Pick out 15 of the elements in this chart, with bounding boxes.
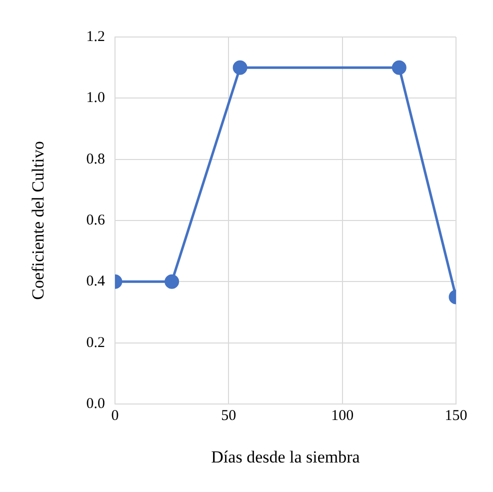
y-tick-label: 0.8 (86, 151, 105, 168)
y-tick-label: 0.4 (86, 274, 106, 290)
y-tick-label: 0.0 (86, 396, 105, 412)
y-axis-title: Coeficiente del Cultivo (28, 141, 48, 300)
y-tick-label: 1.0 (86, 90, 105, 106)
x-tick-label: 100 (331, 408, 354, 424)
point (232, 60, 248, 75)
y-tick-label: 0.6 (86, 212, 106, 228)
y-tick-label: 0.2 (86, 334, 105, 351)
y-tick-label: 1.2 (86, 28, 105, 45)
x-tick-label: 50 (221, 408, 236, 424)
x-axis-title: Días desde la siembra (211, 447, 360, 466)
x-tick-label: 0 (111, 408, 119, 424)
x-tick-label: 150 (444, 408, 468, 424)
point (164, 274, 180, 289)
